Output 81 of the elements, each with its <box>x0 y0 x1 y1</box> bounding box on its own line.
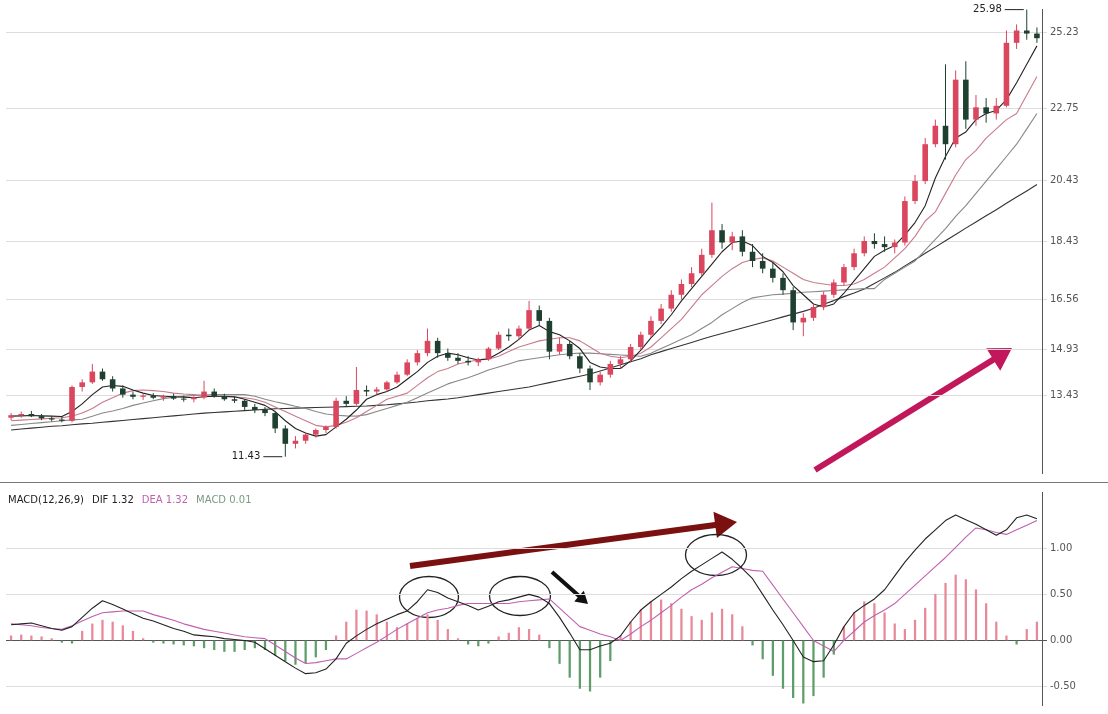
chart-title: MACD(12,26,9) <box>8 493 85 505</box>
y-tick-label: 22.75 <box>1050 102 1079 114</box>
candlestick <box>638 331 644 351</box>
annotation: 25.98 <box>973 3 1002 15</box>
annotation: 11.43 <box>231 450 261 462</box>
bar <box>40 636 43 641</box>
candlestick <box>759 252 766 274</box>
candlestick <box>577 352 583 374</box>
y-tick-label: 18.43 <box>1050 235 1079 247</box>
candlestick <box>191 395 197 403</box>
candlestick <box>495 331 502 351</box>
candlestick <box>262 406 268 417</box>
bar <box>304 640 307 663</box>
candlestick <box>729 231 736 251</box>
candlestick <box>698 248 705 277</box>
bar <box>30 635 33 641</box>
text: DIF 1.32 <box>91 493 134 505</box>
bar <box>883 612 886 641</box>
y-tick-label: 13.43 <box>1050 388 1079 400</box>
bar <box>101 619 104 641</box>
candlestick <box>201 380 207 400</box>
candlestick <box>739 229 746 257</box>
candlestick <box>1034 26 1040 44</box>
candlestick <box>719 223 725 250</box>
y-tick-label: 0.00 <box>1050 634 1073 646</box>
bar <box>690 616 693 641</box>
candlestick <box>678 278 685 300</box>
bar <box>558 640 561 664</box>
bar <box>751 640 754 646</box>
candlestick <box>688 266 695 288</box>
candlestick <box>912 174 918 205</box>
candlestick <box>353 366 360 406</box>
bar <box>172 640 175 645</box>
bar <box>873 603 876 641</box>
bar <box>741 626 744 641</box>
candlestick <box>1023 9 1030 41</box>
candlestick <box>983 97 989 124</box>
candlestick <box>526 300 532 331</box>
candlestick <box>668 289 675 313</box>
bar <box>223 640 226 652</box>
y-tick-label: 0.50 <box>1050 587 1073 599</box>
candlestick <box>861 235 868 257</box>
bar <box>1015 640 1018 645</box>
candlestick <box>8 412 14 421</box>
candlestick <box>282 424 289 458</box>
bar <box>365 610 368 641</box>
bar <box>487 640 490 644</box>
bar <box>426 614 429 641</box>
candlestick <box>455 352 461 365</box>
y-tick-label: 1.00 <box>1050 541 1073 553</box>
text: DEA 1.32 <box>141 493 189 505</box>
text: MACD 0.01 <box>196 493 252 505</box>
bar <box>497 636 500 641</box>
candlestick <box>841 263 847 287</box>
bar <box>233 640 236 652</box>
bar <box>162 640 165 644</box>
candlestick <box>587 364 593 391</box>
y-tick-label: -0.50 <box>1050 680 1076 692</box>
y-tick-label: 14.93 <box>1050 342 1079 354</box>
y-tick-label: 25.23 <box>1050 26 1079 38</box>
bar <box>812 640 815 697</box>
candlestick <box>658 303 664 325</box>
y-tick-label: 16.56 <box>1050 292 1079 304</box>
candlestick <box>830 278 837 299</box>
bar <box>355 609 358 641</box>
bar <box>944 582 947 641</box>
candlestick <box>272 411 278 434</box>
candlestick <box>648 315 654 339</box>
candlestick <box>780 272 786 296</box>
bar <box>1005 635 1008 641</box>
y-tick-label: 20.43 <box>1050 173 1079 185</box>
bar <box>548 640 551 649</box>
bar <box>680 608 683 641</box>
candlestick <box>323 424 329 434</box>
candlestick <box>851 248 857 271</box>
bar <box>294 640 297 665</box>
candlestick <box>536 305 543 326</box>
candlestick <box>770 262 776 283</box>
candlestick <box>130 391 136 400</box>
candlestick <box>973 94 979 127</box>
bar <box>822 640 825 678</box>
